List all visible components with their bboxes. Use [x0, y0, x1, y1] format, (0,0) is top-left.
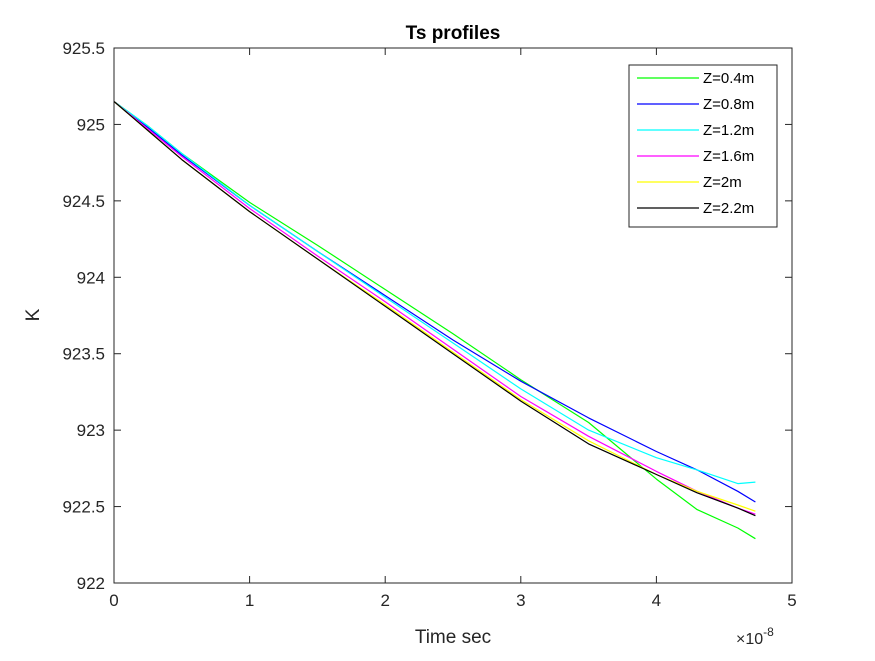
- legend-label-2: Z=0.8m: [703, 96, 754, 113]
- y-tick-label: 923: [77, 421, 105, 440]
- x-tick-label: 2: [380, 591, 389, 610]
- y-tick-label: 924.5: [62, 192, 105, 211]
- x-axis-exponent-base: ×10: [736, 631, 763, 648]
- y-axis-label: K: [23, 308, 44, 321]
- x-tick-label: 0: [109, 591, 118, 610]
- series-line-6: [113, 101, 756, 517]
- ticks-layer: 0 1 2 3 4 5 922 922.5 923 923.5 924 924.5 925 925.5: [62, 39, 796, 610]
- x-tick-label: 3: [516, 591, 525, 610]
- axes-layer: [113, 47, 793, 584]
- y-tick-label: 925.5: [62, 39, 105, 58]
- series-layer: [113, 101, 756, 540]
- series-line-3: [113, 101, 756, 485]
- x-tick-label: 5: [787, 591, 796, 610]
- y-tick-label: 922.5: [62, 498, 105, 517]
- legend: Z=0.4m Z=0.8m Z=1.2m Z=1.6m Z=2m Z=2.2m: [628, 64, 778, 228]
- x-tick-label: 4: [652, 591, 661, 610]
- chart-title: Ts profiles: [406, 23, 501, 44]
- legend-label-1: Z=0.4m: [703, 70, 754, 87]
- x-axis-exponent: ×10-8: [736, 625, 774, 648]
- legend-label-3: Z=1.2m: [703, 122, 754, 139]
- x-tick-label: 1: [245, 591, 254, 610]
- y-tick-label: 922: [77, 574, 105, 593]
- legend-label-6: Z=2.2m: [703, 200, 754, 217]
- legend-label-5: Z=2m: [703, 174, 742, 191]
- x-axis-label: Time sec: [415, 627, 491, 648]
- x-axis-exponent-power: -8: [763, 625, 774, 639]
- y-tick-label: 923.5: [62, 345, 105, 364]
- y-tick-label: 925: [77, 115, 105, 134]
- axes-box: [113, 47, 793, 584]
- legend-box: [628, 64, 778, 228]
- legend-label-4: Z=1.6m: [703, 148, 754, 165]
- y-tick-label: 924: [77, 268, 105, 287]
